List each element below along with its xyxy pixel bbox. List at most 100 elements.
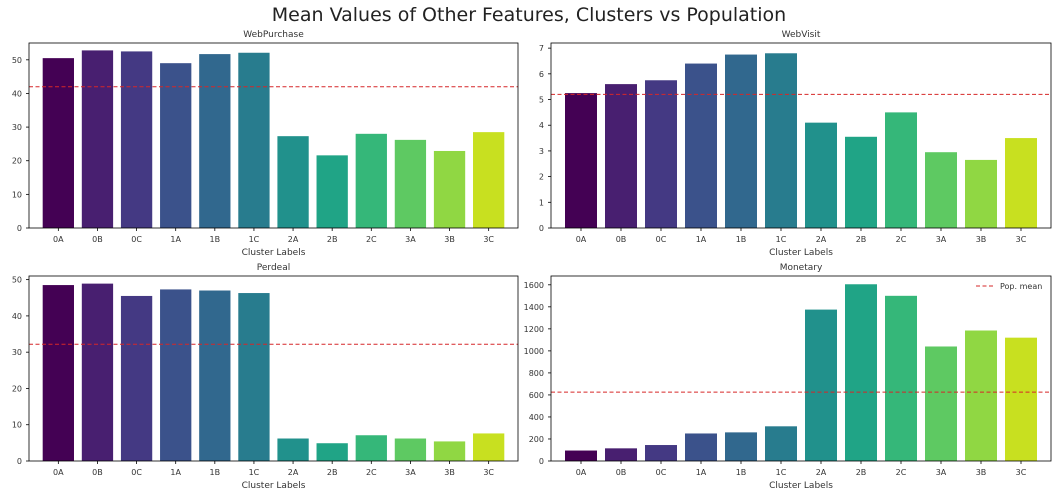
y-tick-label: 1200 [524, 325, 544, 334]
x-tick-label: 1C [776, 468, 787, 477]
chart-webvisit: WebVisit 0 1 2 3 4 5 6 7 0A 0B 0C 1A 1B 1C 2A 2B 2C 3A 3B 3C… [539, 30, 1052, 258]
bar-3B [965, 159, 997, 228]
bar-3A [925, 152, 957, 228]
y-tick-label: 7 [539, 44, 544, 53]
bar-2B [316, 155, 348, 228]
y-tick-label: 800 [529, 369, 544, 378]
x-tick-label: 2B [856, 468, 867, 477]
x-tick-label: 0B [616, 235, 627, 244]
y-tick-label: 1000 [524, 347, 544, 356]
y-tick-label: 20 [12, 157, 22, 166]
bar-3B [965, 330, 997, 461]
x-tick-label: 0A [53, 468, 64, 477]
x-tick-label: 0B [92, 235, 103, 244]
y-tick-label: 50 [12, 276, 22, 285]
bar-1C [238, 293, 270, 461]
bar-3A [925, 346, 957, 461]
y-tick-label: 1400 [524, 303, 544, 312]
x-tick-label: 2C [896, 235, 907, 244]
axes-frame [550, 42, 1052, 229]
x-tick-label: 0A [576, 235, 587, 244]
x-tick-label: 0B [92, 468, 103, 477]
x-tick-label: 3C [483, 235, 494, 244]
bar-2A [805, 122, 837, 228]
x-tick-label: 3A [405, 468, 416, 477]
x-tick-label: 2A [816, 235, 827, 244]
bar-0B [81, 50, 114, 229]
bar-1B [199, 290, 231, 461]
y-tick-label: 4 [539, 121, 544, 130]
y-tick-label: 50 [12, 56, 22, 65]
x-axis-label: Cluster Labels [242, 248, 306, 258]
bar-1A [160, 63, 192, 229]
x-tick-label: 1A [696, 468, 707, 477]
x-tick-label: 2B [856, 235, 867, 244]
bar-1A [685, 63, 717, 229]
y-tick-label: 400 [529, 413, 544, 422]
bar-2C [355, 133, 387, 228]
x-tick-label: 1B [736, 468, 747, 477]
x-tick-label: 2A [288, 235, 299, 244]
bar-2C [885, 112, 917, 229]
y-tick-label: 0 [17, 457, 22, 466]
axes-frame [28, 42, 519, 229]
x-tick-label: 1B [736, 235, 747, 244]
bar-1C [238, 52, 270, 228]
x-tick-label: 0C [131, 468, 142, 477]
bar-3A [394, 438, 427, 461]
x-tick-label: 2A [816, 468, 827, 477]
bar-0C [645, 445, 677, 461]
x-tick-label: 0C [131, 235, 142, 244]
x-tick-label: 3B [976, 468, 987, 477]
x-tick-label: 2C [896, 468, 907, 477]
x-axis-label: Cluster Labels [769, 481, 833, 491]
y-tick-label: 10 [12, 190, 22, 199]
x-tick-label: 1B [210, 235, 221, 244]
bar-2A [277, 438, 309, 461]
bar-2B [316, 443, 348, 461]
bar-3C [473, 132, 505, 228]
y-tick-label: 20 [12, 384, 22, 393]
bar-1A [685, 433, 717, 461]
y-tick-label: 6 [539, 70, 544, 79]
bar-2B [845, 284, 877, 461]
x-tick-label: 1C [249, 235, 260, 244]
bar-2A [277, 136, 309, 228]
x-tick-label: 2C [366, 235, 377, 244]
x-tick-label: 2C [366, 468, 377, 477]
bar-2B [845, 136, 877, 228]
y-tick-label: 600 [529, 391, 544, 400]
subplot-title: Perdeal [257, 263, 290, 273]
x-tick-label: 0B [616, 468, 627, 477]
bar-1B [725, 432, 757, 461]
bar-1C [765, 53, 797, 228]
x-tick-label: 2B [327, 235, 338, 244]
bar-0C [645, 80, 677, 228]
x-tick-label: 3B [444, 468, 455, 477]
bar-2A [805, 309, 837, 461]
y-tick-label: 30 [12, 348, 22, 357]
bar-0A [565, 93, 597, 228]
x-tick-label: 3A [936, 235, 947, 244]
bar-0C [120, 51, 153, 228]
y-tick-label: 1 [539, 198, 544, 207]
y-tick-label: 3 [539, 147, 544, 156]
x-tick-label: 3A [405, 235, 416, 244]
x-tick-label: 3B [976, 235, 987, 244]
y-tick-label: 40 [12, 312, 22, 321]
y-tick-label: 5 [539, 96, 544, 105]
chart-perdeal: Perdeal 0 10 20 30 40 50 0A 0B 0C 1A 1B 1C 2A 2B 2C 3A 3B… [12, 263, 519, 491]
x-tick-label: 1C [249, 468, 260, 477]
y-tick-label: 40 [12, 89, 22, 98]
bar-2C [885, 295, 917, 461]
x-tick-label: 3C [1016, 468, 1027, 477]
bar-0A [42, 58, 74, 228]
subplot-title: Monetary [780, 263, 823, 273]
y-tick-label: 10 [12, 421, 22, 430]
x-tick-label: 1C [776, 235, 787, 244]
figure-title: Mean Values of Other Features, Clusters … [271, 4, 787, 26]
bar-0A [565, 450, 597, 461]
x-tick-label: 1A [170, 468, 181, 477]
subplot-title: WebVisit [782, 30, 821, 40]
